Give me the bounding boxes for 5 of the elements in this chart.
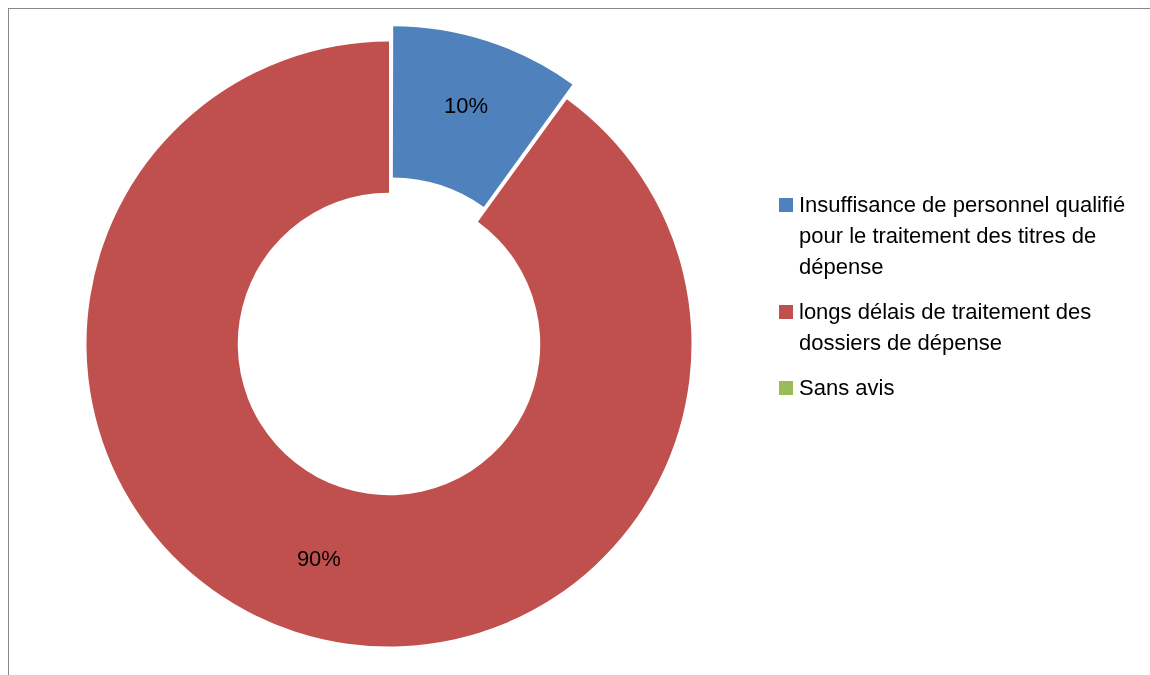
data-label: 90%	[296, 545, 341, 571]
data-label: 10%	[444, 92, 489, 118]
legend-label: Sans avis	[799, 374, 895, 402]
legend-label: Insuffisance de personnel qualifié pour le traitement des titres de dépense	[799, 191, 1127, 281]
legend-label: longs délais de traitement des dossiers de dépense	[799, 298, 1093, 357]
